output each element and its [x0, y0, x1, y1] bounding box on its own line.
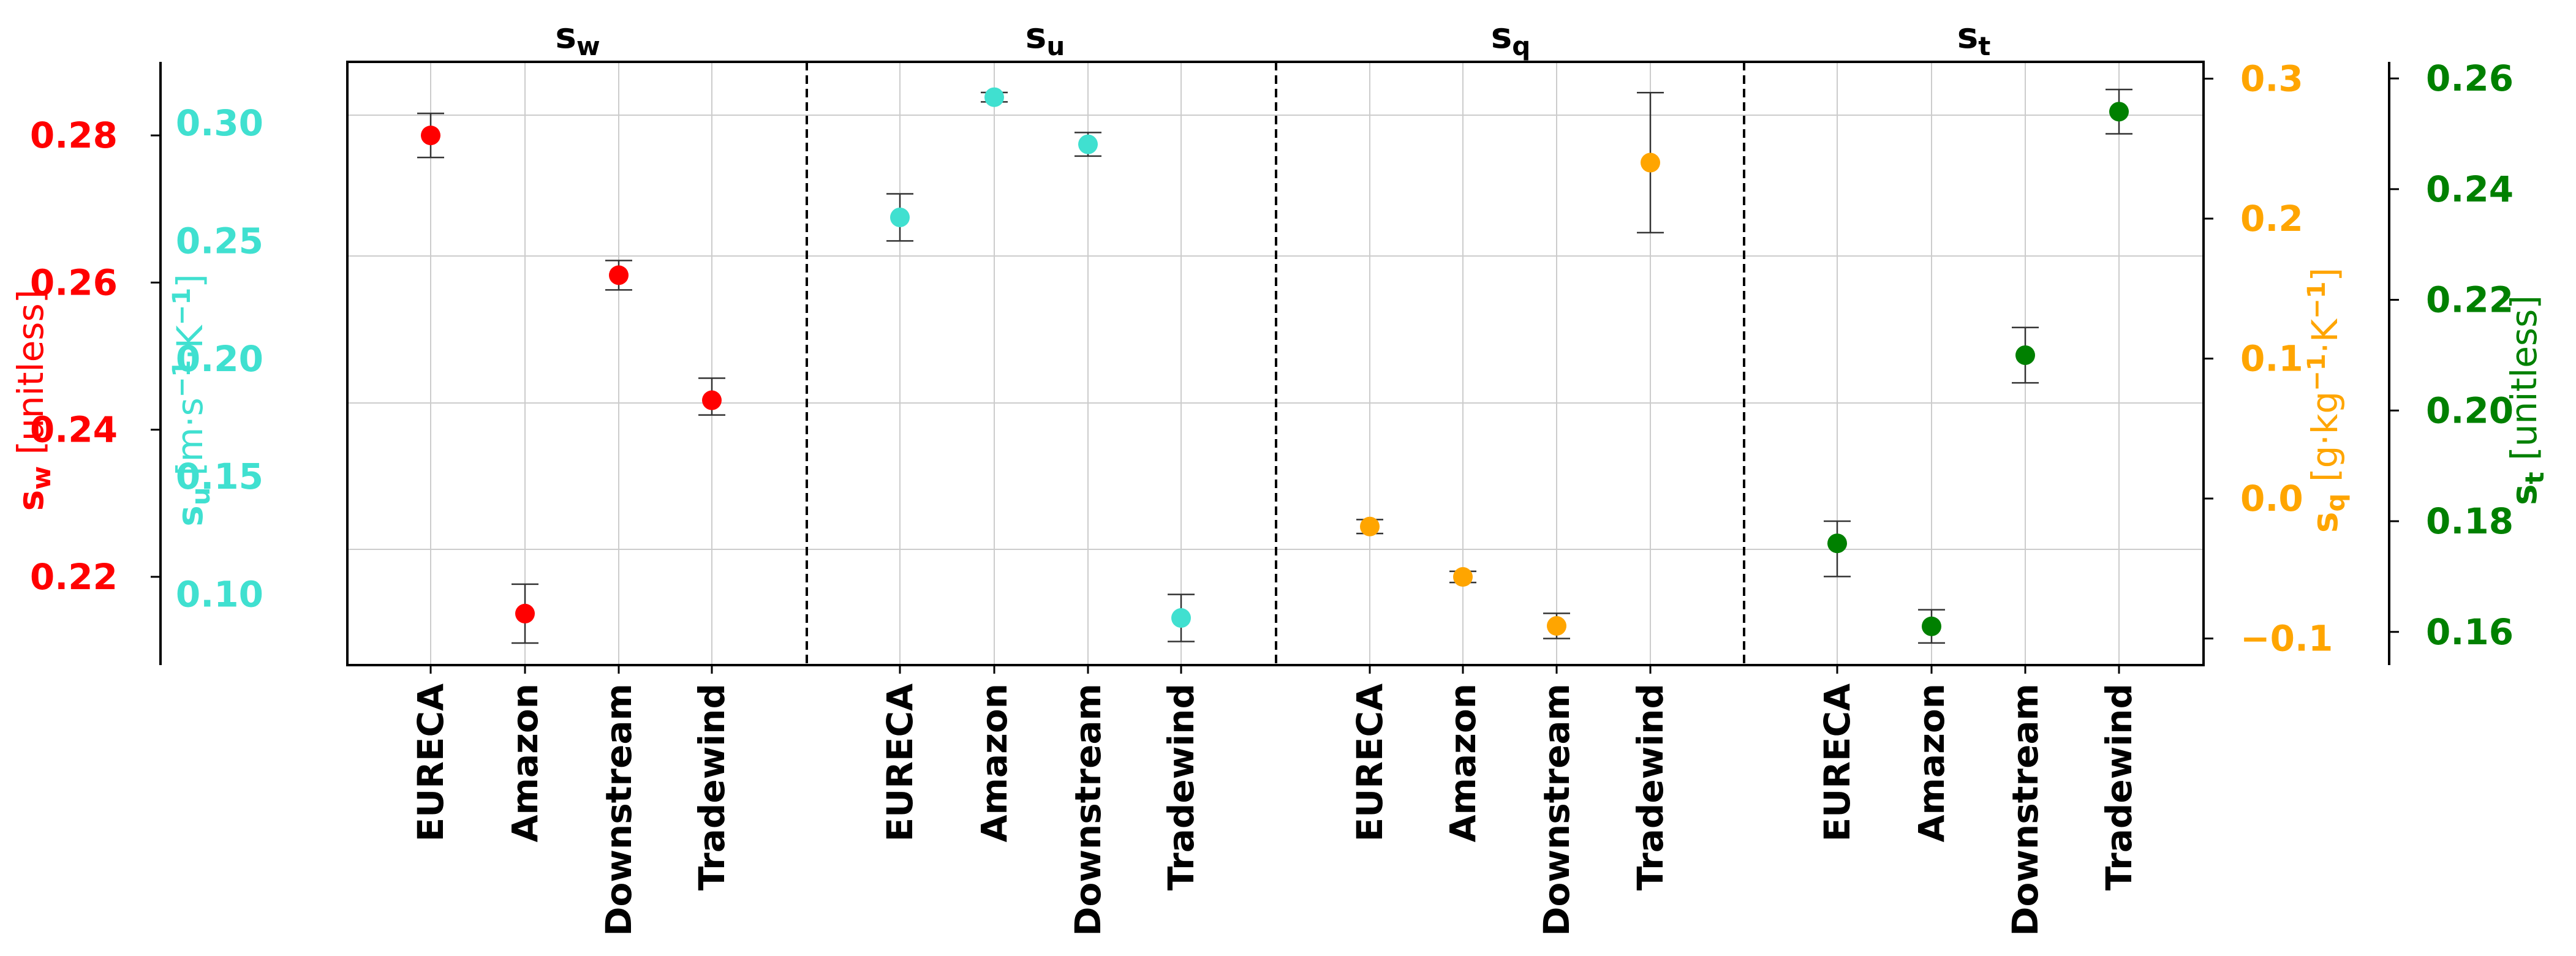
y-axis-title: st [unitless] — [2503, 295, 2550, 505]
y-axis-title: sw [unitless] — [10, 290, 56, 511]
category-label: Downstream — [1067, 683, 1109, 936]
y-tick-label: 0.16 — [2426, 611, 2514, 653]
y-tick-label: 0.22 — [30, 556, 118, 598]
category-label: Tradewind — [2098, 683, 2140, 890]
category-label: Tradewind — [691, 683, 733, 890]
data-point — [1453, 567, 1473, 587]
grid-layer — [347, 62, 2204, 665]
category-label: EURECA — [410, 683, 451, 842]
y-axis-title: sq [g·kg−1·K−1] — [2303, 268, 2351, 533]
y-tick-label: 0.10 — [176, 574, 263, 615]
category-label: Amazon — [1442, 683, 1484, 842]
category-label: Downstream — [1536, 683, 1577, 936]
data-point — [1547, 616, 1566, 636]
y-tick-label: 0.25 — [176, 220, 263, 262]
data-point — [1922, 616, 1941, 636]
y-axis-title: su [m·s−1·K−1] — [168, 274, 216, 527]
data-point — [890, 207, 910, 227]
y-tick-label: 0.0 — [2240, 478, 2303, 519]
data-point — [1360, 516, 1380, 536]
data-point — [1171, 608, 1191, 628]
category-label: EURECA — [879, 683, 921, 842]
category-label: Tradewind — [1630, 683, 1671, 890]
data-point — [2015, 345, 2035, 365]
category-label: Amazon — [973, 683, 1015, 842]
category-label: Amazon — [1911, 683, 1952, 842]
y-tick-label: 0.15 — [176, 456, 263, 497]
category-label: Amazon — [504, 683, 546, 842]
panel-title: su — [1025, 15, 1065, 61]
data-point — [421, 126, 440, 146]
data-point — [702, 390, 722, 410]
category-label: EURECA — [1349, 683, 1391, 842]
data-point — [515, 603, 535, 623]
data-point — [1827, 533, 1847, 554]
y-tick-label: −0.1 — [2240, 618, 2333, 660]
y-tick-label: 0.1 — [2240, 338, 2303, 380]
y-tick-label: 0.26 — [30, 262, 118, 303]
y-tick-label: 0.3 — [2240, 58, 2303, 99]
category-label: EURECA — [1816, 683, 1858, 842]
y-tick-label: 0.18 — [2426, 500, 2514, 542]
data-point — [609, 265, 629, 285]
panel-title: st — [1957, 15, 1991, 61]
y-tick-label: 0.20 — [2426, 390, 2514, 431]
labels-layer: EURECA Amazon Downstream Tradewind EURECA Ama… — [10, 15, 2550, 936]
category-label: Tradewind — [1160, 683, 1202, 890]
y-tick-label: 0.30 — [176, 102, 263, 144]
panel-title: sw — [555, 15, 600, 61]
data-point — [1641, 152, 1660, 173]
category-label: Downstream — [2004, 683, 2046, 936]
y-tick-label: 0.24 — [30, 409, 118, 451]
data-point — [2109, 102, 2129, 122]
data-point — [984, 87, 1004, 107]
marks-layer — [417, 87, 2132, 644]
y-tick-label: 0.2 — [2240, 198, 2303, 239]
y-tick-label: 0.24 — [2426, 168, 2514, 210]
category-label: Downstream — [598, 683, 640, 936]
frame-layer — [346, 61, 2205, 666]
data-point — [1078, 134, 1098, 154]
y-tick-label: 0.26 — [2426, 58, 2514, 99]
y-tick-label: 0.28 — [30, 115, 118, 156]
y-tick-label: 0.20 — [176, 338, 263, 380]
panel-title: sq — [1491, 15, 1531, 61]
y-tick-label: 0.22 — [2426, 279, 2514, 321]
axes-layer — [151, 62, 2399, 674]
